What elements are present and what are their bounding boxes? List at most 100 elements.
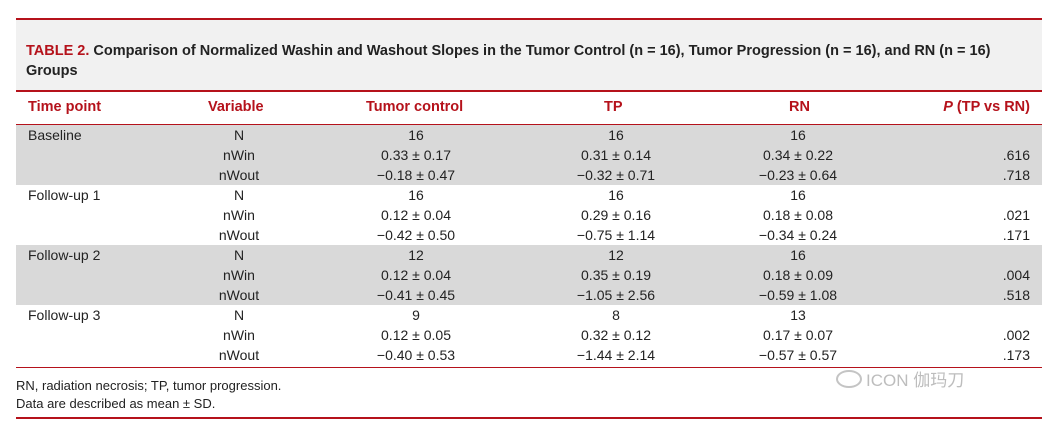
table-caption: TABLE 2. Comparison of Normalized Washin… [16,20,1042,90]
cell-rn: −0.57 ± 0.57 [758,347,838,363]
cell-p: .616 [1002,147,1030,163]
cell-tp: 0.35 ± 0.19 [581,267,651,283]
cell-tumor-control: 9 [412,307,420,323]
cell-rn: −0.23 ± 0.64 [758,167,838,183]
cell-variable: nWin [223,207,255,223]
footnotes: RN, radiation necrosis; TP, tumor progre… [16,377,281,413]
footnote-abbreviations: RN, radiation necrosis; TP, tumor progre… [16,378,282,393]
cell-tp: 8 [612,307,620,323]
cell-tumor-control: 12 [408,247,424,263]
cell-time-point: Follow-up 2 [28,247,101,263]
cell-variable: nWout [218,167,260,183]
table-row: nWin 0.12 ± 0.04 0.29 ± 0.16 0.18 ± 0.08 .02… [16,205,1042,225]
cell-tumor-control: 0.12 ± 0.05 [381,327,451,343]
cell-p: .021 [1002,207,1030,223]
cell-rn: 16 [790,127,806,143]
cell-variable: N [233,247,245,263]
header-variable: Variable [208,99,264,115]
table-row: Follow-up 2 N 12 12 16 [16,245,1042,265]
table-row: nWout −0.40 ± 0.53 −1.44 ± 2.14 −0.57 ± 0.5… [16,345,1042,365]
cell-variable: nWin [223,147,255,163]
row-group: Follow-up 2 N 12 12 16 nWin 0.12 ± 0.04 0.35 ± … [16,245,1042,305]
cell-tp: 16 [608,187,624,203]
cell-rn: 16 [790,247,806,263]
cell-tumor-control: 0.33 ± 0.17 [381,147,451,163]
row-group: Follow-up 1 N 16 16 16 nWin 0.12 ± 0.04 0.29 ± … [16,185,1042,245]
cell-tumor-control: −0.41 ± 0.45 [376,287,456,303]
cell-rn: 0.17 ± 0.07 [763,327,833,343]
cell-tp: −0.32 ± 0.71 [576,167,656,183]
header-time-point: Time point [28,99,102,115]
bottom-rule [16,417,1042,419]
table-row: nWin 0.12 ± 0.05 0.32 ± 0.12 0.17 ± 0.07 .00… [16,325,1042,345]
row-group: Follow-up 3 N 9 8 13 nWin 0.12 ± 0.05 0.32 ± 0.… [16,305,1042,365]
cell-time-point: Baseline [28,127,82,143]
caption-rule [16,90,1042,92]
header-p-rest: (TP vs RN) [952,99,1030,115]
table-row: Follow-up 3 N 9 8 13 [16,305,1042,325]
table-row: nWin 0.33 ± 0.17 0.31 ± 0.14 0.34 ± 0.22 .61… [16,145,1042,165]
cell-p: .173 [1002,347,1030,363]
cell-tumor-control: −0.42 ± 0.50 [376,227,456,243]
cell-rn: 0.34 ± 0.22 [763,147,833,163]
row-group: Baseline N 16 16 16 nWin 0.33 ± 0.17 0.31 ± 0.1… [16,125,1042,185]
cell-rn: −0.34 ± 0.24 [758,227,838,243]
cell-tumor-control: 0.12 ± 0.04 [381,207,451,223]
footnote-data-description: Data are described as mean ± SD. [16,396,216,411]
cell-tp: −0.75 ± 1.14 [576,227,656,243]
watermark-text: ICON 伽玛刀 [866,371,965,390]
cell-tp: −1.05 ± 2.56 [576,287,656,303]
cell-rn: 13 [790,307,806,323]
watermark: ICON 伽玛刀 [836,366,964,391]
cell-tp: 0.29 ± 0.16 [581,207,651,223]
table-label: TABLE 2. [26,43,90,59]
cell-variable: nWin [223,267,255,283]
cell-tp: 16 [608,127,624,143]
top-rule [16,18,1042,20]
table-row: Follow-up 1 N 16 16 16 [16,185,1042,205]
cell-tp: 0.31 ± 0.14 [581,147,651,163]
cell-p: .718 [1002,167,1030,183]
cell-p: .004 [1002,267,1030,283]
cell-variable: nWout [218,287,260,303]
cell-variable: N [233,187,245,203]
cell-tumor-control: 16 [408,127,424,143]
cell-p: .002 [1002,327,1030,343]
cell-rn: 0.18 ± 0.09 [763,267,833,283]
cell-tp: 0.32 ± 0.12 [581,327,651,343]
table-row: nWout −0.41 ± 0.45 −1.05 ± 2.56 −0.59 ± 1.0… [16,285,1042,305]
header-tumor-control: Tumor control [366,99,464,115]
cell-variable: N [233,127,245,143]
table-row: nWout −0.42 ± 0.50 −0.75 ± 1.14 −0.34 ± 0.2… [16,225,1042,245]
table-row: nWin 0.12 ± 0.04 0.35 ± 0.19 0.18 ± 0.09 .00… [16,265,1042,285]
cell-tumor-control: −0.40 ± 0.53 [376,347,456,363]
header-rn: RN [789,99,810,115]
cell-rn: 16 [790,187,806,203]
table-title: Comparison of Normalized Washin and Wash… [26,43,991,79]
table-row: Baseline N 16 16 16 [16,125,1042,145]
footer-rule [16,367,1042,368]
header-tp: TP [604,99,623,115]
cell-rn: −0.59 ± 1.08 [758,287,838,303]
cell-tumor-control: 16 [408,187,424,203]
table-body: Baseline N 16 16 16 nWin 0.33 ± 0.17 0.31 ± 0.1… [16,125,1042,365]
header-p-value: P (TP vs RN) [943,99,1030,115]
table-row: nWout −0.18 ± 0.47 −0.32 ± 0.71 −0.23 ± 0.6… [16,165,1042,185]
cell-tumor-control: 0.12 ± 0.04 [381,267,451,283]
cell-variable: nWout [218,227,260,243]
cell-variable: nWin [223,327,255,343]
cell-variable: N [233,307,245,323]
header-p-letter: P [943,99,953,115]
cell-p: .171 [1002,227,1030,243]
table-frame: TABLE 2. Comparison of Normalized Washin… [16,18,1042,126]
cell-time-point: Follow-up 3 [28,307,101,323]
header-row: Time point Variable Tumor control TP RN … [16,92,1042,126]
cell-variable: nWout [218,347,260,363]
cell-rn: 0.18 ± 0.08 [763,207,833,223]
cell-time-point: Follow-up 1 [28,187,101,203]
wechat-icon [836,370,862,388]
cell-tumor-control: −0.18 ± 0.47 [376,167,456,183]
cell-p: .518 [1002,287,1030,303]
cell-tp: 12 [608,247,624,263]
cell-tp: −1.44 ± 2.14 [576,347,656,363]
